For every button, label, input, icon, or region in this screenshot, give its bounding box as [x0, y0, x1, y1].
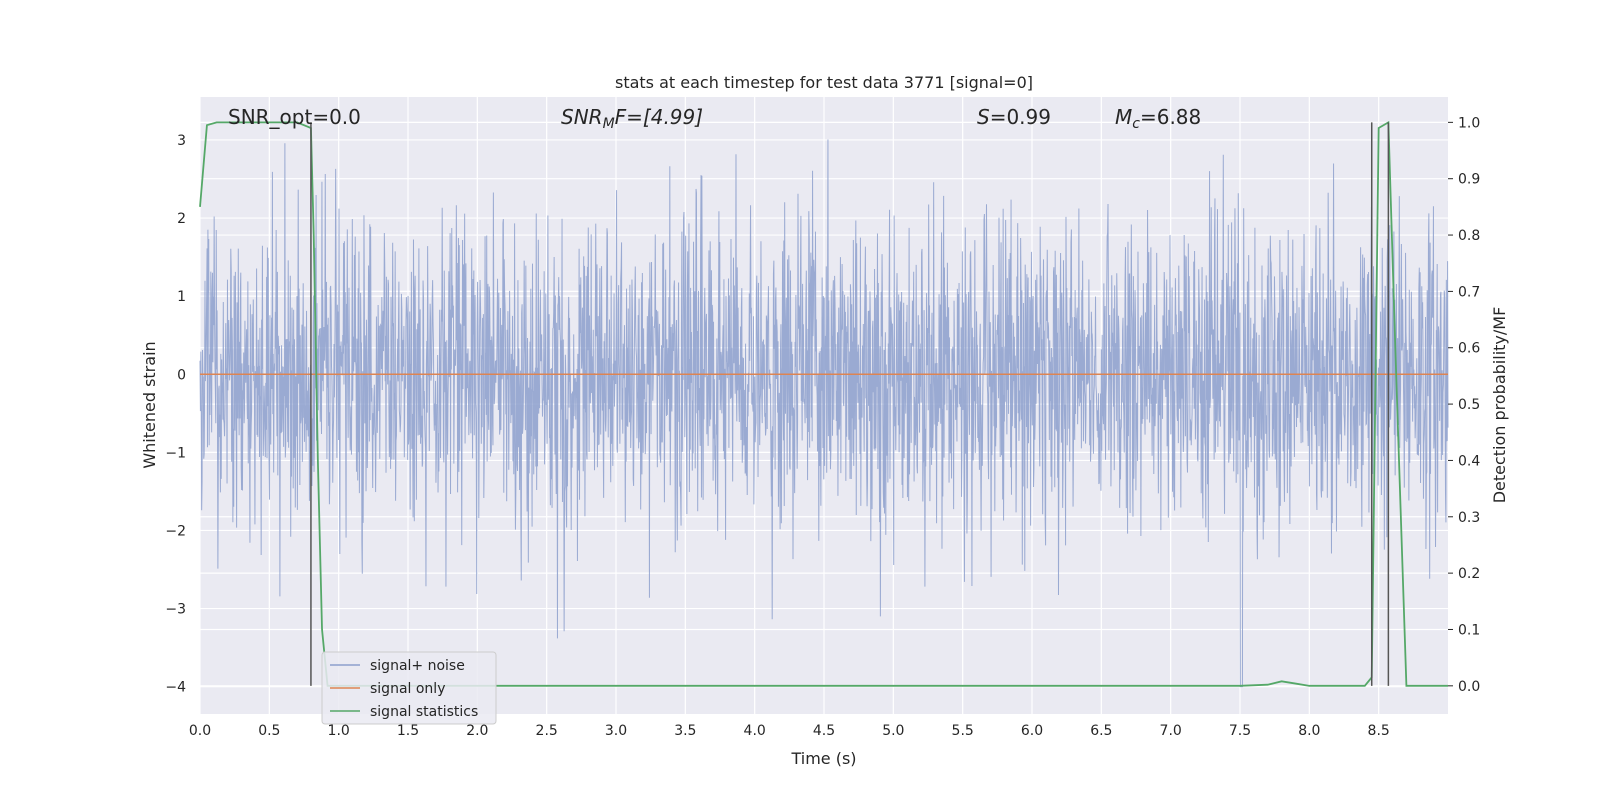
- y2-axis-label: Detection probability/MF: [1490, 307, 1509, 504]
- legend-entry-noise: signal+ noise: [370, 658, 465, 674]
- y2-tick-label: 1.0: [1458, 115, 1480, 131]
- x-tick-label: 0.5: [258, 723, 280, 739]
- annotation-mc-sub: c: [1132, 116, 1140, 132]
- x-tick-label: 6.0: [1021, 723, 1043, 739]
- x-tick-label: 6.5: [1090, 723, 1112, 739]
- x-axis-ticks: 0.0 0.5 1.0 1.5 2.0 2.5 3.0 3.5 4.0 4.5 5.0 5.5 6.0 6…: [189, 723, 1390, 739]
- x-tick-label: 2.5: [536, 723, 558, 739]
- annotation-mc-var: M: [1115, 105, 1132, 129]
- x-tick-label: 2.0: [466, 723, 488, 739]
- y-tick-label: −4: [165, 680, 186, 696]
- x-tick-label: 8.0: [1298, 723, 1320, 739]
- annotation-s: S=0.99: [977, 105, 1051, 129]
- x-tick-label: 7.5: [1229, 723, 1251, 739]
- x-tick-label: 3.0: [605, 723, 627, 739]
- vertical-markers: [310, 122, 1390, 686]
- x-tick-label: 4.5: [813, 723, 835, 739]
- y2-tick-label: 0.0: [1458, 679, 1480, 695]
- x-tick-label: 5.5: [952, 723, 974, 739]
- annotation-s-var: S: [977, 105, 990, 129]
- y2-tick-label: 0.5: [1458, 397, 1480, 413]
- y-tick-label: 1: [177, 289, 186, 305]
- x-axis-label: Time (s): [790, 749, 856, 768]
- annotation-snr-mf: SNRMF=[4.99]: [561, 105, 703, 132]
- chart-title: stats at each timestep for test data 377…: [615, 73, 1033, 92]
- y-tick-label: −1: [165, 445, 186, 461]
- y-tick-label: −2: [165, 523, 186, 539]
- x-tick-label: 0.0: [189, 723, 211, 739]
- annotation-snr-mf-rest: F=[4.99]: [615, 105, 703, 129]
- x-tick-label: 7.0: [1160, 723, 1182, 739]
- y2-tick-label: 0.3: [1458, 510, 1480, 526]
- y-tick-label: −3: [165, 602, 186, 618]
- y-tick-label: 2: [177, 211, 186, 227]
- y2-tick-label: 0.6: [1458, 341, 1480, 357]
- y2-tick-label: 0.4: [1458, 453, 1480, 469]
- legend-entry-stats: signal statistics: [370, 704, 478, 720]
- y-axis-ticks: 3 2 1 0 −1 −2 −3 −4: [165, 133, 186, 696]
- legend: signal+ noise signal only signal statist…: [321, 651, 497, 725]
- legend-box: [321, 651, 497, 725]
- y-axis-label: Whitened strain: [140, 341, 159, 468]
- y2-tick-label: 0.2: [1458, 566, 1480, 582]
- x-tick-label: 5.0: [882, 723, 904, 739]
- annotation-snr-opt: SNR_opt=0.0: [228, 105, 361, 129]
- signal-statistics-line: [199, 120, 1448, 687]
- x-tick-label: 3.5: [674, 723, 696, 739]
- x-tick-label: 1.0: [328, 723, 350, 739]
- x-tick-label: 1.5: [397, 723, 419, 739]
- x-tick-label: 8.5: [1368, 723, 1390, 739]
- y2-tick-label: 0.9: [1458, 172, 1480, 188]
- y-tick-label: 0: [177, 367, 186, 383]
- y2-tick-label: 0.1: [1458, 622, 1480, 638]
- annotation-snr-mf-base: SNR: [561, 105, 603, 129]
- annotation-mc: Mc=6.88: [1115, 105, 1201, 132]
- annotation-mc-rest: =6.88: [1140, 105, 1201, 129]
- legend-entry-signal: signal only: [370, 681, 445, 697]
- y2-tick-label: 0.7: [1458, 284, 1480, 300]
- annotation-s-rest: =0.99: [990, 105, 1051, 129]
- y2-axis-ticks: 1.0 0.9 0.8 0.7 0.6 0.5 0.4 0.3 0.2 0.1 0.0: [1448, 115, 1480, 695]
- signal-statistics-series: [199, 120, 1448, 687]
- y-tick-label: 3: [177, 133, 186, 149]
- y2-tick-label: 0.8: [1458, 228, 1480, 244]
- x-tick-label: 4.0: [744, 723, 766, 739]
- annotation-snr-mf-sub: M: [603, 116, 615, 132]
